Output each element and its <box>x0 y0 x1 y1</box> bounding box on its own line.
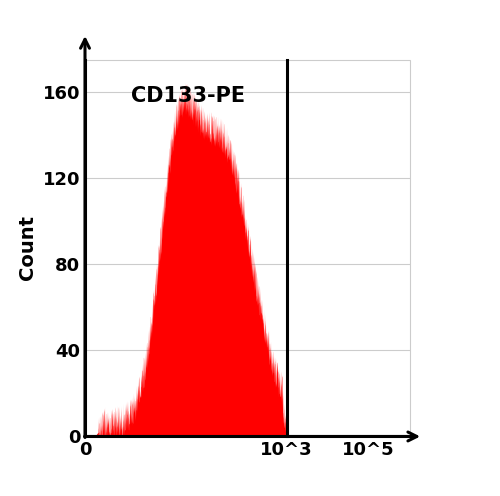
Text: CD133-PE: CD133-PE <box>130 86 244 106</box>
Y-axis label: Count: Count <box>18 215 37 281</box>
